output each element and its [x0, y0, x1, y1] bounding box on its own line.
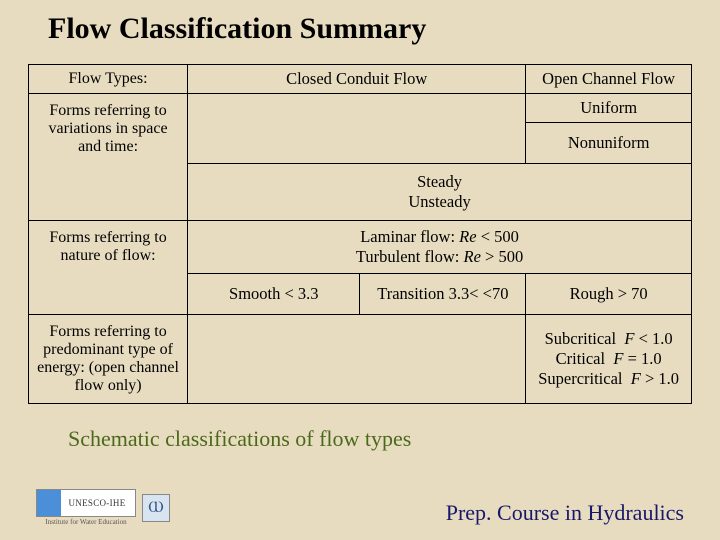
energy-label: Forms referring to predominant type of e…	[29, 315, 188, 404]
unesco-temple-icon: Ⲱ	[142, 494, 170, 522]
flow-types-label: Flow Types:	[29, 65, 188, 94]
supercritical-line: Supercritical F > 1.0	[538, 369, 679, 388]
course-title: Prep. Course in Hydraulics	[446, 500, 684, 526]
rough-cell: Rough > 70	[526, 274, 692, 315]
caption-text: Schematic classifications of flow types	[68, 426, 720, 452]
unsteady-text: Unsteady	[408, 192, 470, 211]
closed-conduit-header: Closed Conduit Flow	[188, 65, 526, 94]
subcritical-line: Subcritical F < 1.0	[545, 329, 673, 348]
steady-text: Steady	[417, 172, 462, 191]
critical-line: Critical F = 1.0	[556, 349, 662, 368]
nature-label: Forms referring to nature of flow:	[29, 221, 188, 274]
transition-cell: Transition 3.3< <70	[360, 274, 526, 315]
smooth-cell: Smooth < 3.3	[188, 274, 360, 315]
nonuniform-cell: Nonuniform	[526, 123, 692, 164]
open-channel-header: Open Channel Flow	[526, 65, 692, 94]
unesco-ihe-logo: UNESCO-IHE	[36, 489, 136, 517]
logo-block: UNESCO-IHE Institute for Water Education…	[36, 489, 170, 526]
variations-label-cont	[29, 164, 188, 221]
slide-footer: UNESCO-IHE Institute for Water Education…	[0, 489, 720, 526]
turbulent-line: Turbulent flow: Re > 500	[356, 247, 523, 266]
variations-closed-cell	[188, 94, 526, 164]
laminar-turbulent-cell: Laminar flow: Re < 500 Turbulent flow: R…	[188, 221, 692, 274]
slide-title: Flow Classification Summary	[0, 0, 720, 64]
uniform-cell: Uniform	[526, 94, 692, 123]
steady-unsteady-cell: Steady Unsteady	[188, 164, 692, 221]
energy-open-cell: Subcritical F < 1.0 Critical F = 1.0 Sup…	[526, 315, 692, 404]
variations-label: Forms referring to variations in space a…	[29, 94, 188, 164]
energy-closed-cell	[188, 315, 526, 404]
nature-label-cont	[29, 274, 188, 315]
classification-table: Flow Types: Closed Conduit Flow Open Cha…	[28, 64, 692, 404]
laminar-line: Laminar flow: Re < 500	[360, 227, 519, 246]
logo-subtitle: Institute for Water Education	[36, 518, 136, 526]
